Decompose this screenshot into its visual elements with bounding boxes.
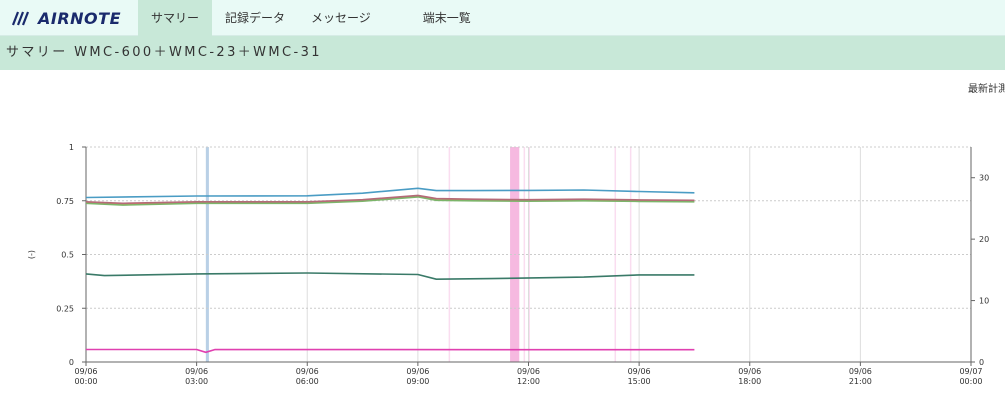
highlight-band-3	[523, 147, 526, 362]
x-tick-date-2: 09/06	[296, 367, 319, 376]
y-right-tick-0: 0	[979, 358, 984, 367]
x-tick-date-3: 09/06	[406, 367, 429, 376]
x-tick-time-3: 09:00	[406, 377, 429, 386]
x-tick-date-5: 09/06	[628, 367, 651, 376]
y-left-tick-0: 0	[69, 358, 74, 367]
nav-summary[interactable]: サマリー	[138, 0, 213, 36]
highlight-band-2	[448, 147, 451, 362]
latest-measurement-label: 最新計測	[968, 84, 1005, 95]
x-tick-time-4: 12:00	[517, 377, 540, 386]
summary-chart: 09/0600:0009/0603:0009/0606:0009/0609:00…	[27, 143, 989, 386]
x-tick-time-5: 15:00	[628, 377, 651, 386]
series-line-3	[85, 194, 695, 205]
x-tick-time-8: 00:00	[959, 377, 982, 386]
series-line-2	[85, 196, 695, 206]
x-tick-time-7: 21:00	[849, 377, 872, 386]
y-left-tick-4: 1	[69, 143, 74, 152]
logo[interactable]: AIRNOTE	[10, 7, 121, 29]
y-right-tick-2: 20	[979, 235, 989, 244]
page-title-bar: サマリー WMC-600＋WMC-23＋WMC-31	[0, 36, 1005, 70]
y-right-tick-3: 30	[979, 174, 989, 183]
x-tick-time-2: 06:00	[296, 377, 319, 386]
y-left-tick-1: 0.25	[56, 304, 74, 313]
y-left-tick-2: 0.5	[61, 251, 74, 260]
highlight-band-4	[528, 147, 530, 362]
y-axis-label: (-)	[27, 250, 36, 259]
x-tick-date-7: 09/06	[849, 367, 872, 376]
x-tick-date-6: 09/06	[738, 367, 761, 376]
airnote-logo-icon	[11, 11, 30, 26]
x-tick-time-0: 00:00	[74, 377, 97, 386]
series-line-5	[86, 348, 695, 354]
nav-records[interactable]: 記録データ	[225, 11, 286, 25]
series-line-4	[85, 272, 695, 280]
x-tick-time-6: 18:00	[738, 377, 761, 386]
top-bar: AIRNOTE サマリー 記録データ メッセージ 端末一覧	[0, 0, 1005, 36]
nav-devices[interactable]: 端末一覧	[422, 11, 471, 25]
x-tick-date-8: 09/07	[959, 367, 982, 376]
nav-messages[interactable]: メッセージ	[311, 11, 371, 25]
series-line-0	[85, 187, 695, 199]
y-right-tick-1: 10	[979, 297, 989, 306]
x-tick-date-1: 09/06	[185, 367, 208, 376]
x-tick-time-1: 03:00	[185, 377, 208, 386]
page-title: サマリー WMC-600＋WMC-23＋WMC-31	[6, 45, 322, 60]
x-tick-date-4: 09/06	[517, 367, 540, 376]
x-tick-date-0: 09/06	[74, 367, 97, 376]
logo-text: AIRNOTE	[38, 8, 121, 28]
y-left-tick-3: 0.75	[56, 197, 74, 206]
main-nav: サマリー 記録データ メッセージ 端末一覧	[138, 0, 484, 36]
